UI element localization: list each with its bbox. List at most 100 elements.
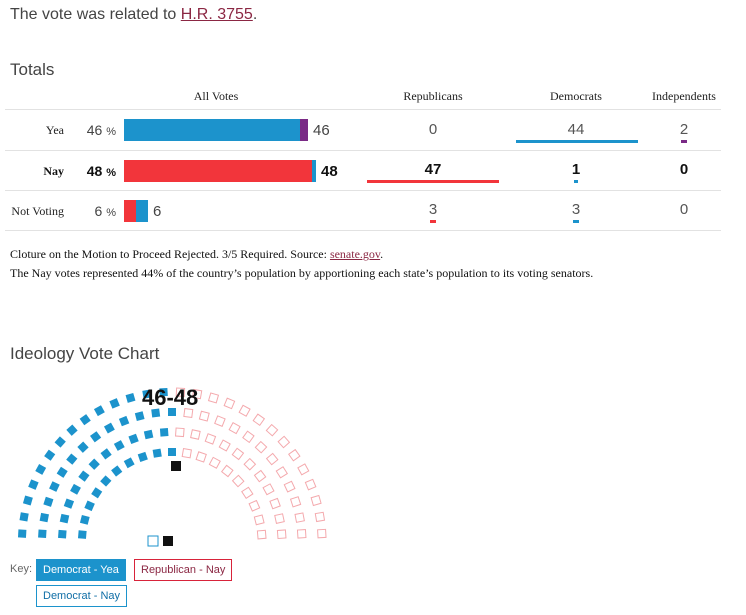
- democrat-yea-seat: [58, 529, 67, 539]
- republican-nay-seat: [198, 410, 210, 422]
- republican-nay-seat: [242, 430, 255, 444]
- democrat-yea-seat: [90, 431, 102, 443]
- democrat-yea-seat: [70, 483, 81, 495]
- republican-nay-seat: [190, 429, 201, 440]
- republican-nay-seat: [283, 480, 296, 493]
- democrat-yea-seat: [79, 414, 91, 426]
- republican-nay-seat: [223, 397, 236, 410]
- row-divider: [5, 190, 721, 191]
- democrat-yea-seat: [88, 458, 100, 470]
- democrat-nay-seat: [147, 535, 159, 547]
- yea-democrat-bar: [124, 119, 300, 141]
- democrat-yea-seat: [125, 392, 136, 403]
- republican-nay-seat: [288, 448, 301, 462]
- democrat-yea-seat: [54, 436, 66, 448]
- democrat-yea-seat: [91, 487, 103, 499]
- not-voting-republicans-underline: [430, 220, 436, 223]
- ideology-heading: Ideology Vote Chart: [10, 344, 160, 363]
- row-label-yea: Yea: [45, 123, 64, 137]
- not-voting-count: 6: [153, 203, 162, 220]
- yea-democrats: 44: [567, 121, 585, 138]
- republican-nay-seat: [218, 439, 231, 452]
- republican-nay-seat: [317, 528, 327, 539]
- democrat-yea-seat: [66, 424, 78, 436]
- yea-independents-underline: [681, 140, 687, 143]
- not-voting-percent: 6 %: [94, 203, 116, 219]
- not-voting-democrats-underline: [573, 220, 579, 223]
- republican-nay-seat: [195, 451, 207, 463]
- democrat-yea-seat: [35, 463, 47, 475]
- key-label: Key:: [10, 563, 33, 575]
- republican-nay-seat: [310, 494, 322, 507]
- republican-nay-seat: [207, 392, 220, 404]
- republican-nay-seat: [181, 448, 192, 459]
- democrat-yea-seat: [118, 415, 130, 427]
- republican-nay-seat: [248, 499, 261, 512]
- republican-nay-seat: [174, 427, 185, 438]
- republican-nay-seat: [314, 511, 326, 523]
- democrat-yea-seat: [168, 408, 176, 416]
- republican-nay-seat: [253, 469, 267, 483]
- democrat-yea-seat: [39, 512, 49, 523]
- democrat-yea-seat: [137, 451, 148, 462]
- bill-link[interactable]: H.R. 3755: [180, 6, 253, 23]
- democrat-yea-seat: [103, 422, 115, 434]
- nay-republicans-underline: [367, 180, 499, 183]
- democrat-yea-seat: [77, 441, 89, 453]
- republican-nay-seat: [276, 529, 287, 540]
- democrat-yea-seat: [79, 515, 90, 525]
- republican-nay-seat: [254, 440, 268, 454]
- key-democrat-nay: Democrat - Nay: [36, 585, 128, 607]
- yea-democrats-underline: [516, 140, 638, 143]
- democrat-yea-seat: [19, 512, 29, 522]
- key-republican-nay: Republican - Nay: [134, 559, 233, 581]
- democrat-yea-seat: [143, 429, 154, 440]
- republican-nay-seat: [275, 466, 289, 479]
- not-voting-independents: 0: [679, 201, 689, 218]
- republican-nay-seat: [265, 452, 279, 466]
- democrat-yea-seat: [44, 449, 56, 461]
- yea-independent-bar: [300, 119, 308, 141]
- header-republicans: Republicans: [403, 89, 463, 103]
- republican-nay-seat: [208, 456, 221, 469]
- not-voting-democrats: 3: [571, 201, 581, 218]
- nay-republican-bar: [124, 160, 312, 182]
- nay-democrat-bar: [312, 160, 316, 182]
- republican-nay-seat: [241, 486, 254, 500]
- republican-nay-seat: [269, 497, 281, 510]
- row-label-not-voting: Not Voting: [11, 204, 64, 218]
- democrat-yea-seat: [84, 500, 95, 512]
- republican-nay-seat: [214, 415, 226, 427]
- yea-republicans: 0: [428, 121, 438, 138]
- republican-nay-seat: [220, 464, 234, 478]
- democrat-yea-seat: [159, 428, 169, 437]
- democrat-yea-seat: [77, 530, 87, 539]
- republican-nay-seat: [238, 404, 251, 417]
- row-divider: [5, 150, 721, 151]
- democrat-yea-seat: [59, 513, 70, 524]
- republican-nay-seat: [231, 447, 245, 461]
- not-voting-republican-bar: [124, 200, 136, 222]
- row-divider: [5, 230, 721, 231]
- democrat-yea-seat: [109, 398, 120, 409]
- democrat-yea-seat: [66, 453, 78, 465]
- republican-nay-seat: [252, 413, 266, 426]
- header-democrats: Democrats: [550, 89, 602, 103]
- intro-text: The vote was related to H.R. 3755.: [10, 6, 258, 23]
- republican-nay-seat: [277, 435, 291, 449]
- democrat-yea-seat: [142, 389, 152, 399]
- republican-nay-seat: [231, 474, 245, 488]
- democrat-yea-seat: [151, 408, 161, 418]
- democrat-yea-seat: [63, 498, 75, 509]
- democrat-yea-seat: [111, 465, 123, 477]
- totals-heading: Totals: [10, 60, 55, 79]
- republican-nay-seat: [297, 463, 310, 476]
- republican-nay-seat: [175, 387, 186, 397]
- independent-yea-seat: [163, 536, 173, 546]
- republican-nay-seat: [228, 421, 241, 435]
- democrat-yea-seat: [123, 457, 135, 469]
- democrat-yea-seat: [128, 433, 139, 445]
- yea-percent: 46 %: [86, 122, 116, 138]
- source-link[interactable]: senate.gov: [329, 247, 381, 261]
- result-note: Cloture on the Motion to Proceed Rejecte…: [10, 247, 384, 261]
